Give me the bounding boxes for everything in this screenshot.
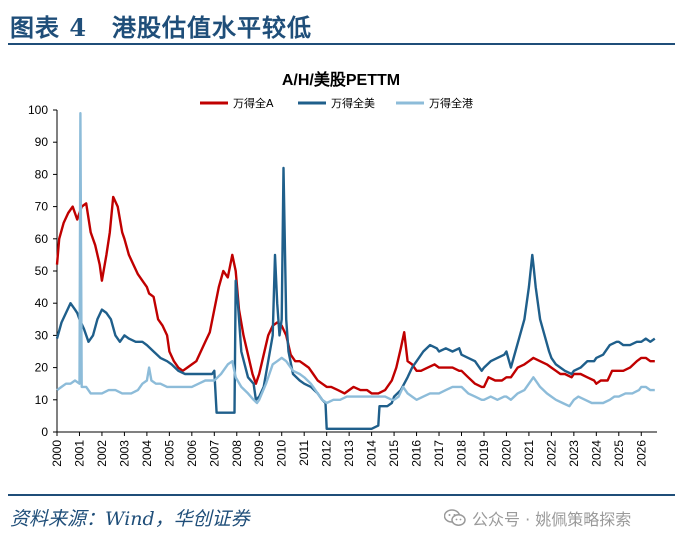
x-tick-label: 2013 [342, 440, 356, 467]
footer-divider [8, 494, 675, 496]
x-tick-label: 2017 [432, 440, 446, 467]
x-tick-label: 2022 [544, 440, 558, 467]
x-tick-label: 2026 [634, 440, 648, 467]
x-tick-label: 2021 [522, 440, 536, 467]
x-tick-label: 2003 [117, 440, 131, 467]
y-tick-label: 0 [41, 425, 48, 439]
x-tick-label: 2023 [567, 440, 581, 467]
x-tick-label: 2000 [50, 440, 64, 467]
x-tick-label: 2018 [454, 440, 468, 467]
x-tick-label: 2012 [320, 440, 334, 467]
source-note: 资料来源：Wind，华创证券 [10, 508, 250, 530]
x-tick-label: 2009 [252, 440, 266, 467]
legend-label: 万得全美 [331, 96, 375, 110]
x-tick-label: 2006 [185, 440, 199, 467]
watermark: 公众号 · 姚佩策略探索 [444, 506, 631, 530]
x-tick-label: 2001 [72, 440, 86, 467]
figure-header: 图表 4 港股估值水平较低 [10, 4, 673, 44]
x-tick-label: 2004 [140, 440, 154, 467]
figure-title: 图表 4 港股估值水平较低 [10, 13, 313, 42]
x-tick-label: 2008 [230, 440, 244, 467]
watermark-text: 公众号 · 姚佩策略探索 [472, 510, 632, 529]
y-tick-label: 30 [35, 328, 49, 342]
x-tick-label: 2016 [410, 440, 424, 467]
y-tick-label: 60 [35, 232, 49, 246]
wechat-icon [444, 509, 466, 526]
y-tick-label: 10 [35, 393, 49, 407]
series-line [55, 166, 656, 430]
x-tick-label: 2019 [477, 440, 491, 467]
legend-label: 万得全港 [429, 96, 473, 110]
x-tick-label: 2025 [612, 440, 626, 467]
y-tick-label: 20 [35, 361, 49, 375]
y-tick-label: 70 [35, 200, 49, 214]
series-line [55, 195, 655, 395]
x-tick-label: 2024 [589, 440, 603, 467]
x-tick-label: 2014 [365, 440, 379, 467]
x-tick-label: 2011 [297, 440, 311, 466]
y-tick-label: 90 [35, 135, 49, 149]
x-tick-label: 2007 [207, 440, 221, 467]
x-tick-label: 2005 [162, 440, 176, 467]
y-tick-label: 50 [35, 264, 49, 278]
y-tick-label: 40 [35, 296, 49, 310]
chart-axes: 0 10 20 30 40 50 60 70 80 90 100 2000 2001 2002 2003 20… [28, 103, 657, 467]
x-tick-label: 2015 [387, 440, 401, 467]
series-line [56, 112, 655, 408]
chart-series [55, 112, 656, 430]
chart-legend: 万得全A 万得全美 万得全港 [200, 96, 473, 110]
y-tick-label: 80 [35, 167, 49, 181]
x-tick-label: 2010 [275, 440, 289, 467]
pe-ttm-line-chart: A/H/美股PETTM 万得全A 万得全美 万得全港 0 10 20 30 40 50 60 70… [28, 70, 657, 467]
legend-label: 万得全A [233, 96, 274, 110]
y-tick-label: 100 [28, 103, 48, 117]
x-tick-label: 2002 [95, 440, 109, 467]
x-tick-label: 2020 [499, 440, 513, 467]
chart-title: A/H/美股PETTM [282, 70, 400, 89]
header-divider [8, 43, 675, 45]
